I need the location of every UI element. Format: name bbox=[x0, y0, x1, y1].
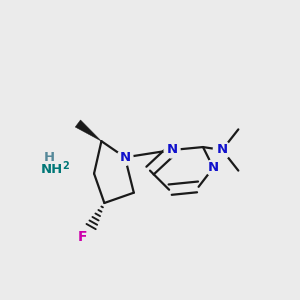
Text: N: N bbox=[208, 161, 219, 174]
Polygon shape bbox=[75, 120, 101, 141]
Circle shape bbox=[206, 160, 221, 176]
Text: N: N bbox=[119, 151, 130, 164]
Circle shape bbox=[117, 149, 133, 165]
Text: F: F bbox=[77, 230, 87, 244]
Circle shape bbox=[213, 141, 231, 159]
Text: NH: NH bbox=[41, 163, 63, 176]
Text: 2: 2 bbox=[62, 160, 69, 171]
Text: H: H bbox=[44, 151, 55, 164]
Text: N: N bbox=[217, 143, 228, 157]
Text: N: N bbox=[167, 143, 178, 157]
Circle shape bbox=[164, 142, 180, 158]
